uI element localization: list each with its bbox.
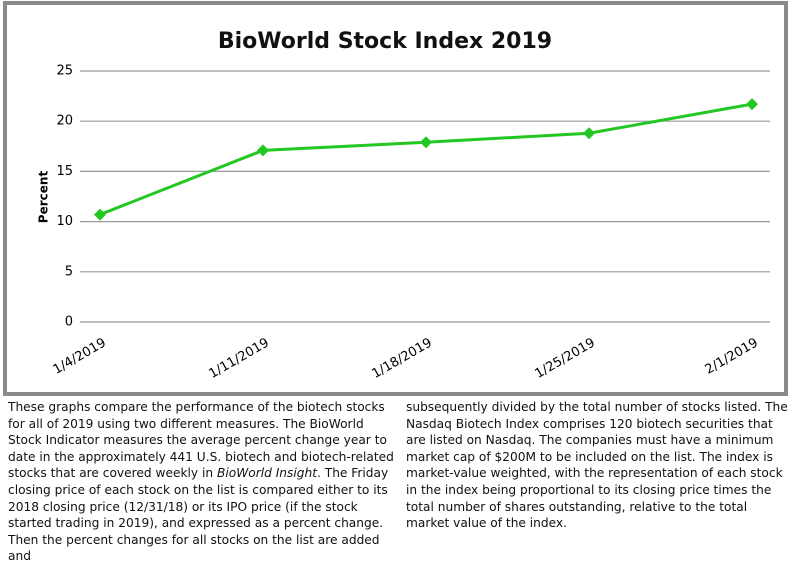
y-tick-label: 5 xyxy=(65,264,73,279)
marker xyxy=(746,98,758,111)
chart-title: BioWorld Stock Index 2019 xyxy=(218,29,552,54)
marker xyxy=(420,136,432,149)
caption-italic: BioWorld Insight xyxy=(216,466,317,481)
y-axis-label: Percent xyxy=(37,171,51,224)
y-tick-label: 10 xyxy=(56,214,73,229)
y-tick-label: 25 xyxy=(56,64,73,79)
caption-left: These graphs compare the performance of … xyxy=(8,399,400,565)
marker xyxy=(94,208,106,221)
y-tick-label: 20 xyxy=(56,114,73,129)
chart-frame xyxy=(3,1,788,396)
marker xyxy=(583,127,595,140)
y-tick-label: 15 xyxy=(56,164,73,179)
chart: BioWorld Stock Index 2019 Percent 0 5 10 15… xyxy=(3,1,788,396)
y-tick-label: 0 xyxy=(65,315,73,330)
caption-text: . The Friday closing price of each stock… xyxy=(8,466,389,564)
marker xyxy=(257,144,269,157)
caption-text: These graphs compare the performance of … xyxy=(8,400,394,481)
caption-right: subsequently divided by the total number… xyxy=(406,400,788,531)
